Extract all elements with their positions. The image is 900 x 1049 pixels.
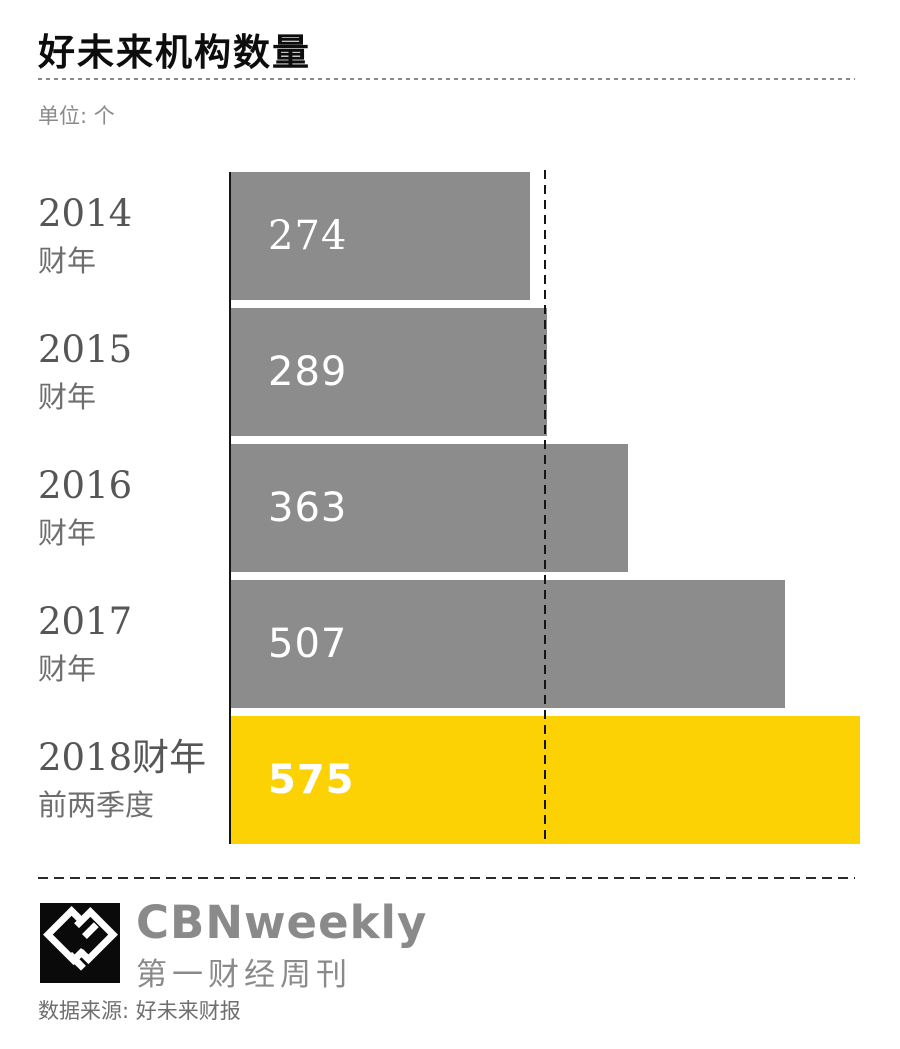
bar: 289	[230, 308, 547, 436]
midpoint-gridline	[544, 170, 546, 843]
chart-row: 2017 财年 507	[38, 580, 860, 708]
bar-track: 507	[230, 580, 860, 708]
footer-separator	[38, 877, 855, 879]
bar: 363	[230, 444, 628, 572]
axis-baseline	[229, 172, 231, 844]
bar-track: 274	[230, 172, 860, 300]
year-label: 2015	[38, 328, 133, 372]
category-label: 2015 财年	[38, 308, 230, 436]
chart-row: 2015 财年 289	[38, 308, 860, 436]
bar-value-label: 289	[268, 349, 348, 395]
bar: 274	[230, 172, 531, 300]
bar-track: 289	[230, 308, 860, 436]
title-separator	[38, 78, 855, 80]
bar-chart: 2014 财年 274 2015 财年 289 2016 财年 363	[38, 170, 860, 844]
bar-track: 363	[230, 444, 860, 572]
year-label: 2016	[38, 464, 133, 508]
year-label: 2014	[38, 192, 133, 236]
logo-wordmark: CBNweekly	[136, 896, 428, 949]
chart-row: 2018财年 前两季度 575	[38, 716, 860, 844]
year-label: 2017	[38, 600, 133, 644]
cbnweekly-logo: CBNweekly 第一财经周刊	[40, 896, 428, 994]
period-label: 财年	[38, 652, 97, 687]
unit-label: 单位: 个	[38, 104, 115, 128]
bar: 507	[230, 580, 786, 708]
period-label: 财年	[38, 516, 97, 551]
period-label: 前两季度	[38, 788, 155, 823]
year-label: 2018财年	[38, 736, 207, 780]
period-label: 财年	[38, 380, 97, 415]
data-source: 数据来源: 好未来财报	[38, 999, 241, 1023]
category-label: 2017 财年	[38, 580, 230, 708]
cbn-heart-logo-icon	[40, 903, 120, 983]
logo-text: CBNweekly 第一财经周刊	[136, 896, 428, 994]
page-title: 好未来机构数量	[38, 31, 311, 74]
period-label: 财年	[38, 244, 97, 279]
category-label: 2018财年 前两季度	[38, 716, 230, 844]
bar-value-label: 507	[268, 621, 348, 667]
chart-row: 2016 财年 363	[38, 444, 860, 572]
chart-row: 2014 财年 274	[38, 172, 860, 300]
chart-rows: 2014 财年 274 2015 财年 289 2016 财年 363	[38, 172, 860, 844]
bar-value-label: 575	[268, 757, 355, 803]
logo-subtitle: 第一财经周刊	[136, 957, 352, 993]
category-label: 2016 财年	[38, 444, 230, 572]
category-label: 2014 财年	[38, 172, 230, 300]
bar-value-label: 274	[268, 213, 348, 259]
bar-value-label: 363	[268, 485, 348, 531]
